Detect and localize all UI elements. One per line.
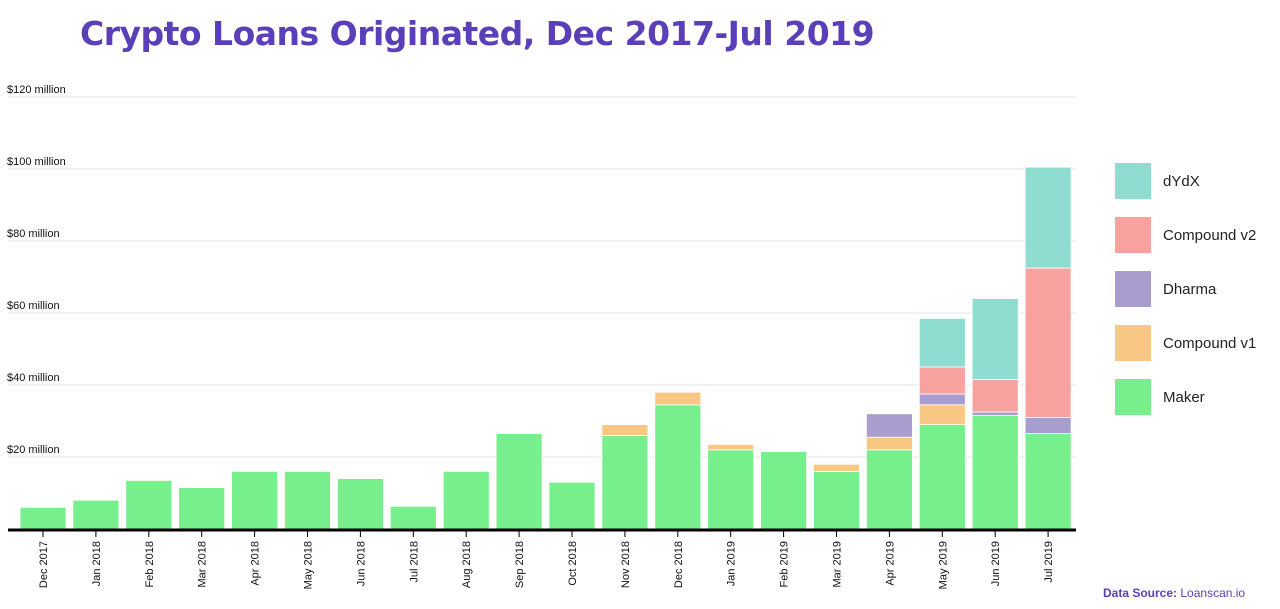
- y-tick-label: $80 million: [7, 228, 60, 240]
- bar-compound-v1: [601, 424, 649, 436]
- x-tick-label: Nov 2018: [620, 541, 632, 588]
- bar-maker: [548, 481, 596, 530]
- x-tick-label: Jul 2019: [1043, 541, 1055, 583]
- legend-swatch: [1115, 325, 1151, 361]
- legend-swatch: [1115, 379, 1151, 415]
- y-tick-label: $100 million: [7, 156, 66, 168]
- x-tick-label: Jan 2018: [91, 541, 103, 586]
- x-tick-label: Dec 2017: [38, 541, 50, 588]
- bar-dharma: [918, 393, 966, 406]
- data-source-note: Data Source: Loanscan.io: [1103, 586, 1245, 600]
- bar-compound-v1: [654, 391, 702, 406]
- gridlines: [8, 96, 1076, 458]
- x-tick-label: Jun 2018: [355, 541, 367, 586]
- bar-compound-v2: [971, 379, 1019, 413]
- bar-maker: [336, 478, 384, 530]
- data-source-value: Loanscan.io: [1180, 586, 1246, 600]
- bar-dharma: [1024, 416, 1072, 434]
- x-tick-label: May 2018: [303, 541, 315, 589]
- data-source-label: Data Source:: [1103, 586, 1178, 600]
- legend-label: Compound v2: [1163, 227, 1256, 244]
- bar-compound-v1: [918, 404, 966, 425]
- bar-compound-v1: [707, 443, 755, 451]
- bar-dydx: [971, 298, 1019, 381]
- bar-maker: [601, 434, 649, 530]
- bar-maker: [495, 433, 543, 530]
- bar-maker: [707, 449, 755, 530]
- x-tick-label: Jul 2018: [408, 541, 420, 583]
- bar-maker: [866, 449, 913, 530]
- y-tick-label: $120 million: [7, 84, 66, 96]
- bar-maker: [178, 487, 226, 530]
- bar-maker: [1024, 433, 1072, 530]
- bar-maker: [442, 470, 490, 530]
- bar-dharma: [866, 413, 913, 438]
- legend-swatch: [1115, 271, 1151, 307]
- bar-compound-v2: [1024, 267, 1072, 418]
- bar-dharma: [971, 411, 1019, 416]
- x-tick-label: Apr 2018: [250, 541, 262, 586]
- bar-maker: [971, 415, 1019, 530]
- bar-maker: [918, 424, 966, 530]
- bar-maker: [19, 506, 67, 530]
- bar-compound-v1: [866, 436, 913, 451]
- x-tick-label: Mar 2018: [197, 541, 209, 587]
- x-tick-label: Oct 2018: [567, 541, 579, 586]
- x-tick-label: Jun 2019: [990, 541, 1002, 586]
- x-tick-label: May 2019: [937, 541, 949, 589]
- x-tick-label: Jan 2019: [726, 541, 738, 586]
- y-axis-tick-labels: $20 million $40 million $60 million $80 mil…: [7, 84, 66, 456]
- y-tick-label: $20 million: [7, 444, 60, 456]
- bar-maker: [389, 505, 437, 530]
- legend-label: Maker: [1163, 389, 1205, 406]
- legend-swatch: [1115, 163, 1151, 199]
- legend: dYdX Compound v2 Dharma Compound v1 Maker: [1115, 163, 1256, 415]
- x-tick-label: Sep 2018: [514, 541, 526, 588]
- x-tick-label: Apr 2019: [884, 541, 896, 586]
- bar-maker: [760, 451, 807, 530]
- bar-compound-v2: [918, 366, 966, 395]
- bar-maker: [125, 479, 173, 530]
- x-tick-label: Dec 2018: [673, 541, 685, 588]
- x-tick-label: Feb 2018: [144, 541, 156, 587]
- legend-label: Compound v1: [1163, 335, 1256, 352]
- legend-label: dYdX: [1163, 173, 1200, 190]
- bar-dydx: [1024, 166, 1072, 269]
- bar-maker: [72, 499, 120, 530]
- legend-swatch: [1115, 217, 1151, 253]
- bar-maker: [231, 470, 279, 530]
- bar-maker: [813, 470, 860, 530]
- bar-maker: [284, 470, 331, 530]
- chart-title: Crypto Loans Originated, Dec 2017-Jul 20…: [80, 14, 875, 53]
- bars: [19, 166, 1072, 530]
- x-axis-tick-labels: Dec 2017 Jan 2018 Feb 2018 Mar 2018 Apr 2018…: [38, 531, 1055, 589]
- x-tick-label: Feb 2019: [779, 541, 791, 587]
- y-tick-label: $60 million: [7, 300, 60, 312]
- x-tick-label: Aug 2018: [461, 541, 473, 588]
- x-tick-label: Mar 2019: [832, 541, 844, 587]
- bar-maker: [654, 404, 702, 530]
- y-tick-label: $40 million: [7, 372, 60, 384]
- bar-dydx: [918, 317, 966, 368]
- legend-label: Dharma: [1163, 281, 1217, 298]
- bar-compound-v1: [813, 463, 860, 472]
